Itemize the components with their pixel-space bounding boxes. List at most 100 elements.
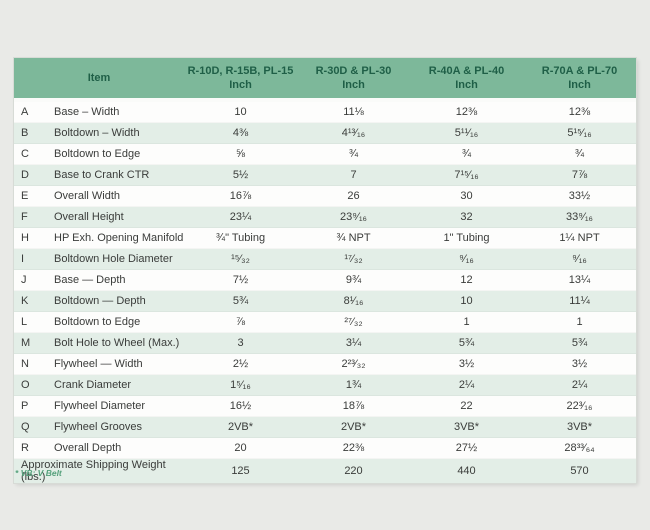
vb-footnote: * VB: V Belt: [15, 468, 62, 478]
header-models-label: R-40A & PL-40: [428, 65, 505, 77]
value-cell: 220: [297, 458, 410, 483]
spec-table-body: A Base – Width 10 11⅛ 12⅜ 12⅜ B Boltdown – Widt…: [14, 99, 636, 483]
value-cell: 16½: [184, 395, 297, 417]
value-cell: 5¾: [523, 332, 636, 354]
table-row: C Boltdown to Edge ⅝ ¾ ¾ ¾: [14, 143, 636, 165]
value-cell: 1" Tubing: [410, 227, 523, 249]
item-label: Boltdown — Depth: [40, 290, 184, 312]
table-row: L Boltdown to Edge ⅞ ²⁷⁄₃₂ 1 1: [14, 311, 636, 333]
value-cell: 23¼: [184, 206, 297, 228]
item-label: HP Exh. Opening Manifold: [40, 227, 184, 249]
value-cell: 26: [297, 185, 410, 207]
value-cell: 3½: [523, 353, 636, 375]
value-cell: 4⅜: [184, 122, 297, 144]
header-models-label: R-70A & PL-70: [541, 65, 618, 77]
row-letter: M: [14, 332, 40, 354]
value-cell: 3½: [410, 353, 523, 375]
item-label: Boltdown – Width: [40, 122, 184, 144]
table-row: I Boltdown Hole Diameter ¹⁵⁄₃₂ ¹⁷⁄₃₂ ⁹⁄₁₆ ⁹⁄₁…: [14, 248, 636, 270]
value-cell: 18⅞: [297, 395, 410, 417]
value-cell: 2VB*: [184, 416, 297, 438]
value-cell: 12: [410, 269, 523, 291]
item-label: Base – Width: [40, 99, 184, 123]
value-cell: 1: [523, 311, 636, 333]
value-cell: 440: [410, 458, 523, 483]
value-cell: 5¾: [184, 290, 297, 312]
row-letter: C: [14, 143, 40, 165]
item-label: Flywheel Grooves: [40, 416, 184, 438]
header-unit-label: Inch: [455, 79, 478, 91]
value-cell: 23⁹⁄₁₆: [297, 206, 410, 228]
value-cell: 7¹⁵⁄₁₆: [410, 164, 523, 186]
table-row: P Flywheel Diameter 16½ 18⅞ 22 22³⁄₁₆: [14, 395, 636, 417]
table-row: D Base to Crank CTR 5½ 7 7¹⁵⁄₁₆ 7⅞: [14, 164, 636, 186]
table-row: H HP Exh. Opening Manifold ¾" Tubing ¾ NPT 1…: [14, 227, 636, 249]
row-letter: K: [14, 290, 40, 312]
row-letter: P: [14, 395, 40, 417]
row-letter: L: [14, 311, 40, 333]
row-letter: D: [14, 164, 40, 186]
shipping-weight-label: Approximate Shipping Weight (lbs.): [14, 458, 184, 483]
value-cell: ¾" Tubing: [184, 227, 297, 249]
value-cell: 2¼: [523, 374, 636, 396]
table-row: O Crank Diameter 1⁵⁄₁₆ 1¾ 2¼ 2¼: [14, 374, 636, 396]
value-cell: ¹⁵⁄₃₂: [184, 248, 297, 270]
value-cell: 5¹⁵⁄₁₆: [523, 122, 636, 144]
row-letter: N: [14, 353, 40, 375]
value-cell: 22³⁄₁₆: [523, 395, 636, 417]
table-row: A Base – Width 10 11⅛ 12⅜ 12⅜: [14, 99, 636, 123]
value-cell: 33½: [523, 185, 636, 207]
value-cell: 3: [184, 332, 297, 354]
value-cell: ⅞: [184, 311, 297, 333]
value-cell: 9¾: [297, 269, 410, 291]
value-cell: 2¼: [410, 374, 523, 396]
row-letter: E: [14, 185, 40, 207]
item-label: Overall Width: [40, 185, 184, 207]
value-cell: 2½: [184, 353, 297, 375]
item-label: Overall Height: [40, 206, 184, 228]
value-cell: 5¹¹⁄₁₆: [410, 122, 523, 144]
header-col-r30d: R-30D & PL-30 Inch: [297, 58, 410, 102]
table-row: Q Flywheel Grooves 2VB* 2VB* 3VB* 3VB*: [14, 416, 636, 438]
value-cell: 22⅜: [297, 437, 410, 459]
value-cell: ¾: [410, 143, 523, 165]
item-label: Boltdown Hole Diameter: [40, 248, 184, 270]
item-label: Base — Depth: [40, 269, 184, 291]
table-row: J Base — Depth 7½ 9¾ 12 13¼: [14, 269, 636, 291]
header-unit-label: Inch: [568, 79, 591, 91]
table-header-row: Item R-10D, R-15B, PL-15 Inch R-30D & PL…: [14, 58, 636, 102]
value-cell: 125: [184, 458, 297, 483]
value-cell: 8¹⁄₁₆: [297, 290, 410, 312]
value-cell: 11¼: [523, 290, 636, 312]
header-col-r70a: R-70A & PL-70 Inch: [523, 58, 636, 102]
value-cell: 22: [410, 395, 523, 417]
table-row: R Overall Depth 20 22⅜ 27½ 28³³⁄₆₄: [14, 437, 636, 459]
item-label: Flywheel Diameter: [40, 395, 184, 417]
item-label: Overall Depth: [40, 437, 184, 459]
header-models-label: R-10D, R-15B, PL-15: [187, 65, 294, 77]
value-cell: 20: [184, 437, 297, 459]
spec-table-container: Item R-10D, R-15B, PL-15 Inch R-30D & PL…: [14, 58, 636, 483]
item-label: Crank Diameter: [40, 374, 184, 396]
row-letter: B: [14, 122, 40, 144]
value-cell: 5½: [184, 164, 297, 186]
value-cell: 3¼: [297, 332, 410, 354]
value-cell: 12⅜: [410, 99, 523, 123]
item-label: Flywheel — Width: [40, 353, 184, 375]
row-letter: H: [14, 227, 40, 249]
shipping-weight-row: Approximate Shipping Weight (lbs.) 125 220…: [14, 458, 636, 483]
value-cell: 5¾: [410, 332, 523, 354]
table-row: B Boltdown – Width 4⅜ 4¹³⁄₁₆ 5¹¹⁄₁₆ 5¹⁵⁄₁₆: [14, 122, 636, 144]
header-col-r40a: R-40A & PL-40 Inch: [410, 58, 523, 102]
row-letter: F: [14, 206, 40, 228]
value-cell: ⅝: [184, 143, 297, 165]
value-cell: 32: [410, 206, 523, 228]
header-item-label: Item: [14, 58, 184, 102]
value-cell: 27½: [410, 437, 523, 459]
value-cell: 2²³⁄₃₂: [297, 353, 410, 375]
value-cell: 3VB*: [523, 416, 636, 438]
header-unit-label: Inch: [342, 79, 365, 91]
item-label: Base to Crank CTR: [40, 164, 184, 186]
value-cell: 7½: [184, 269, 297, 291]
value-cell: ²⁷⁄₃₂: [297, 311, 410, 333]
